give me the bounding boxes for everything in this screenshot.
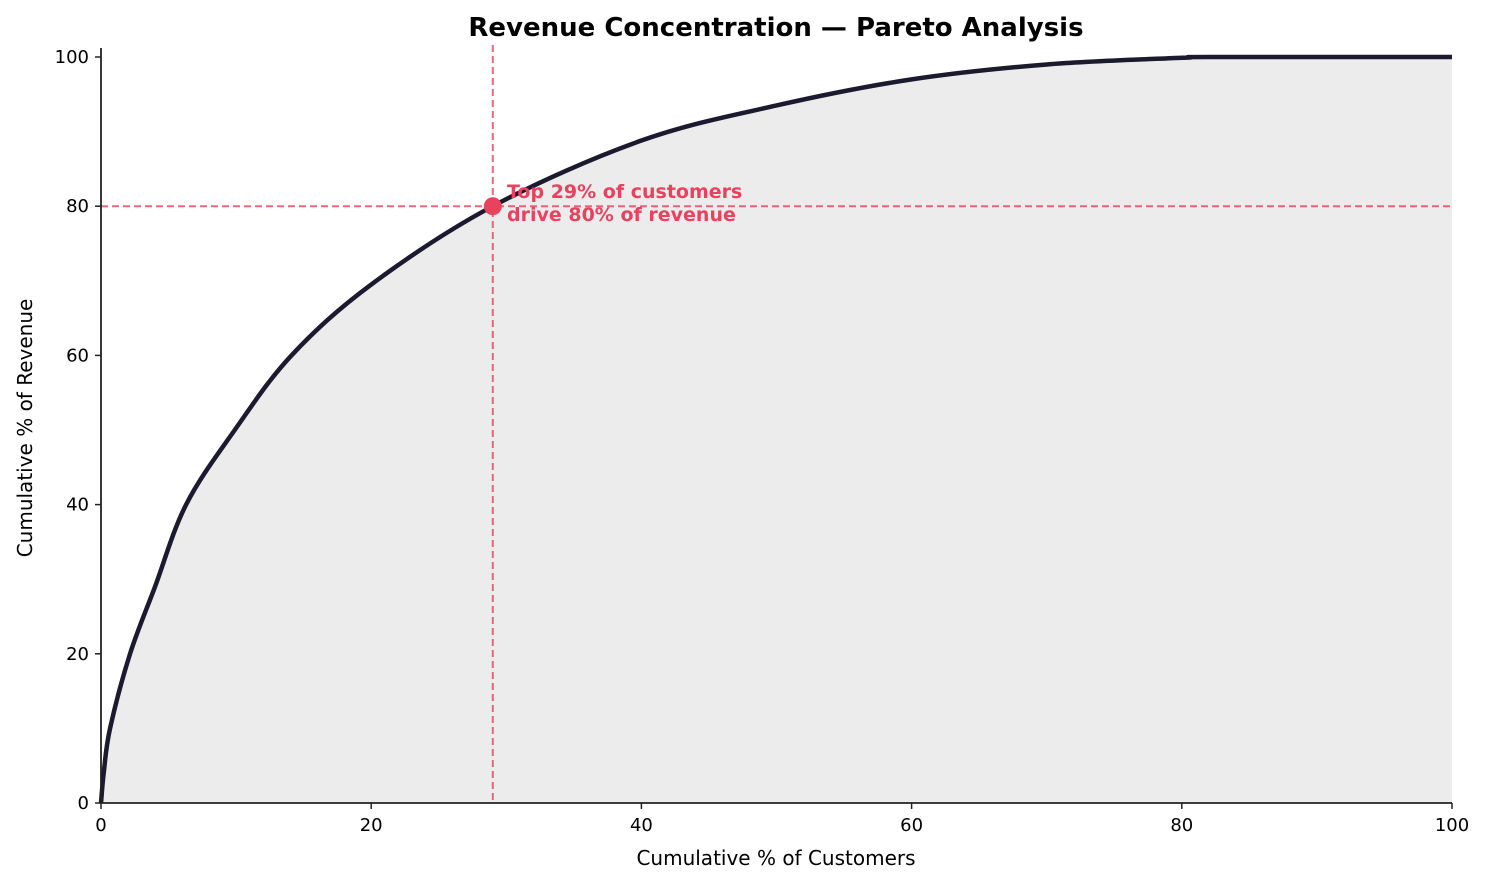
area-fill	[101, 57, 1452, 803]
pareto-point	[483, 197, 502, 216]
x-tick-label: 20	[360, 815, 383, 836]
x-tick-label: 80	[1170, 815, 1193, 836]
y-tick-label: 80	[66, 196, 89, 217]
plot-area: 0 20 40 60 80 100 0 20 40 60 80 100	[55, 45, 1469, 836]
y-tick-label: 40	[66, 495, 89, 516]
y-axis-label: Cumulative % of Revenue	[13, 299, 37, 558]
cumulative-line	[98, 54, 1452, 804]
y-tick-label: 0	[78, 793, 89, 814]
y-tick-label: 60	[66, 345, 89, 366]
x-axis-label: Cumulative % of Customers	[636, 846, 915, 870]
annotation-line-1: Top 29% of customers	[507, 181, 742, 203]
annotation-line-2: drive 80% of revenue	[507, 204, 736, 226]
chart-title: Revenue Concentration — Pareto Analysis	[468, 13, 1083, 43]
x-tick-label: 0	[95, 815, 106, 836]
x-tick-label: 100	[1435, 815, 1469, 836]
y-tick-label: 100	[55, 47, 89, 68]
y-tick-label: 20	[66, 644, 89, 665]
x-tick-label: 40	[630, 815, 653, 836]
x-tick-label: 60	[900, 815, 923, 836]
